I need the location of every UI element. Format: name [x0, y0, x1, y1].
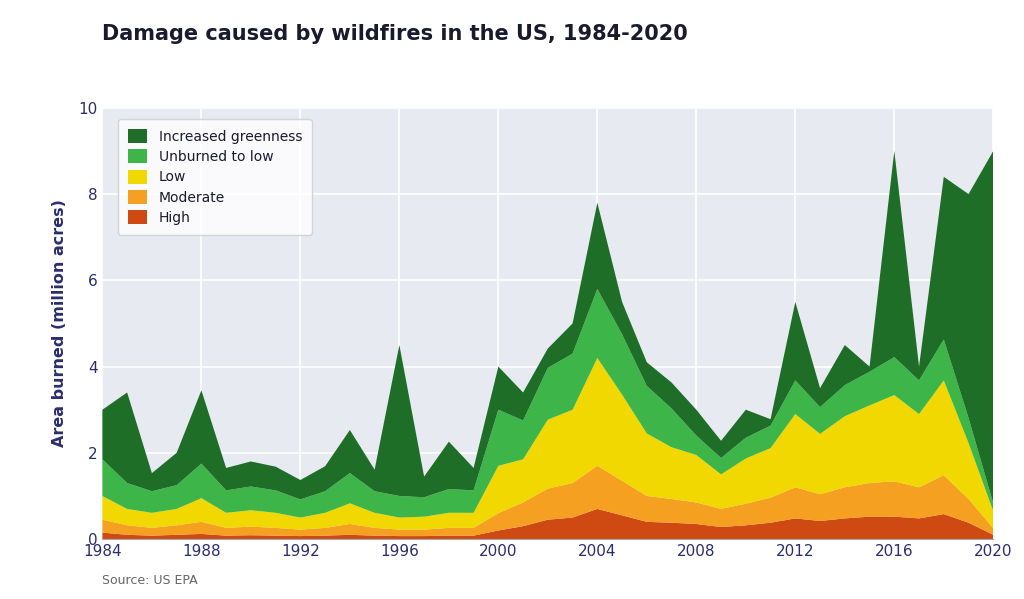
Text: Source: US EPA: Source: US EPA	[102, 574, 198, 587]
Text: Damage caused by wildfires in the US, 1984-2020: Damage caused by wildfires in the US, 19…	[102, 24, 688, 44]
Legend: Increased greenness, Unburned to low, Low, Moderate, High: Increased greenness, Unburned to low, Lo…	[118, 119, 311, 235]
Y-axis label: Area burned (million acres): Area burned (million acres)	[52, 199, 68, 447]
